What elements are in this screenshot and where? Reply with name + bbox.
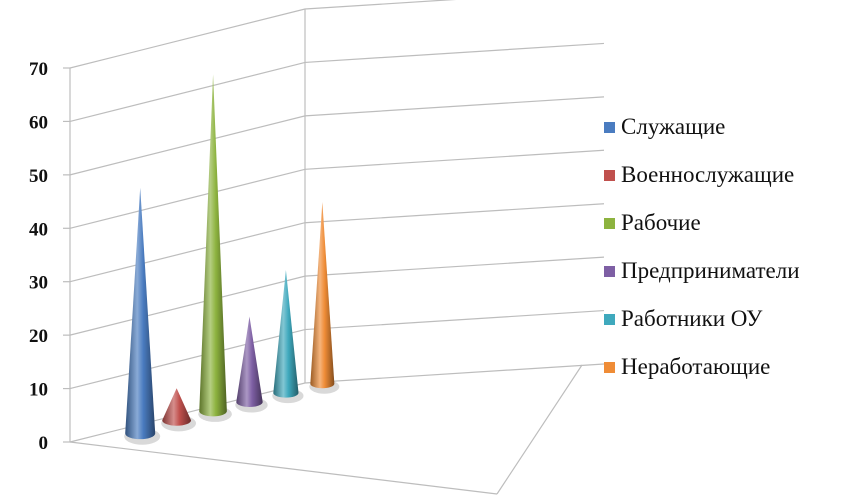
legend-swatch xyxy=(604,218,615,229)
floor-front-edge xyxy=(69,441,498,495)
cone-1 xyxy=(161,388,197,432)
legend-swatch xyxy=(604,170,615,181)
gridline xyxy=(69,0,457,69)
legend-entry: Военнослужащие xyxy=(604,162,794,187)
cones xyxy=(124,74,340,445)
y-tick-label: 10 xyxy=(29,380,48,401)
cone-2 xyxy=(198,74,232,422)
legend-swatch xyxy=(604,314,615,325)
legend-label: Работники ОУ xyxy=(621,306,763,331)
y-tick-label: 60 xyxy=(29,112,48,133)
cone-mark xyxy=(162,388,192,426)
cone-0 xyxy=(124,187,161,445)
cone-4 xyxy=(272,269,304,404)
y-axis: 0 10 20 30 40 50 60 70 xyxy=(29,59,70,454)
cone-mark xyxy=(236,316,263,408)
cone-5 xyxy=(309,202,340,394)
cone-mark xyxy=(125,187,156,440)
gridline xyxy=(69,149,605,229)
gridline xyxy=(69,256,605,336)
legend-entry: Неработающие xyxy=(604,354,770,379)
legend-label: Рабочие xyxy=(621,210,701,235)
y-tick-label: 50 xyxy=(29,166,48,187)
legend-entry: Предприниматели xyxy=(604,258,800,283)
y-tick-label: 20 xyxy=(29,326,48,347)
y-tick-label: 40 xyxy=(29,219,48,240)
gridline xyxy=(69,42,605,123)
cone-mark xyxy=(199,74,227,417)
cone-mark xyxy=(273,269,299,398)
y-tick-label: 30 xyxy=(29,273,48,294)
legend-label: Предприниматели xyxy=(621,258,800,283)
legend-swatch xyxy=(604,122,615,133)
legend: Служащие Военнослужащие Рабочие Предпринима… xyxy=(604,114,800,379)
gridline xyxy=(69,96,605,176)
chart-walls xyxy=(69,9,583,495)
legend-swatch xyxy=(604,362,615,373)
legend-entry: Служащие xyxy=(604,114,725,139)
floor-right-edge xyxy=(496,364,583,495)
legend-entry: Работники ОУ xyxy=(604,306,763,331)
cone-3 xyxy=(235,316,268,413)
y-tick-label: 0 xyxy=(39,433,49,454)
cone-mark xyxy=(310,202,335,389)
legend-swatch xyxy=(604,266,615,277)
legend-label: Неработающие xyxy=(621,354,770,379)
gridline xyxy=(69,203,605,283)
y-tick-label: 70 xyxy=(29,59,48,80)
legend-label: Военнослужащие xyxy=(621,162,794,187)
legend-label: Служащие xyxy=(621,114,725,139)
legend-entry: Рабочие xyxy=(604,210,701,235)
